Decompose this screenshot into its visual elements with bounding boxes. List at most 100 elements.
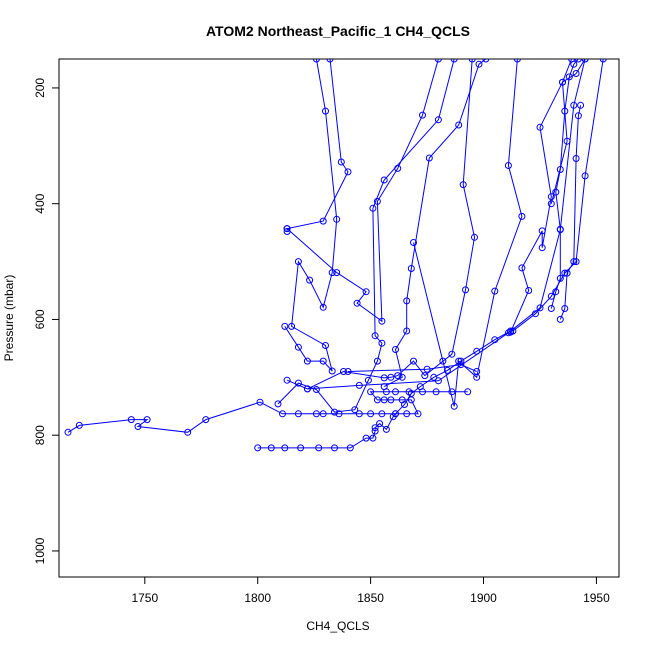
data-point	[331, 408, 338, 416]
y-axis-label: Pressure (mbar)	[2, 275, 16, 362]
series-line	[277, 59, 455, 413]
data-point	[572, 70, 580, 77]
data-point	[333, 215, 341, 223]
data-point	[599, 59, 607, 63]
data-point	[443, 366, 451, 374]
series-13	[556, 101, 585, 323]
data-point	[504, 329, 512, 337]
data-point	[382, 425, 390, 433]
data-point	[319, 303, 327, 311]
data-point	[392, 346, 399, 353]
data-point	[281, 322, 289, 330]
series-5	[283, 59, 442, 325]
data-point	[423, 365, 431, 373]
data-point	[373, 197, 381, 205]
series-line	[510, 59, 573, 333]
x-tick-label: 1800	[244, 591, 271, 605]
data-point	[355, 410, 363, 418]
data-point	[407, 390, 415, 397]
data-point	[565, 73, 573, 81]
data-point	[434, 116, 442, 124]
data-point	[267, 444, 275, 452]
series-6	[274, 59, 458, 416]
data-point	[371, 424, 379, 432]
data-point	[401, 401, 408, 408]
data-point	[556, 315, 564, 323]
data-point	[518, 212, 526, 220]
data-point	[414, 410, 422, 418]
data-point	[556, 274, 564, 282]
series-line	[67, 391, 468, 433]
data-point	[344, 168, 352, 176]
data-point	[448, 350, 456, 358]
data-point	[547, 200, 555, 208]
data-point	[536, 123, 544, 131]
series-15	[344, 361, 481, 375]
data-point	[373, 357, 381, 365]
y-tick-label: 1000	[33, 537, 47, 564]
data-point	[468, 59, 476, 63]
data-point	[425, 154, 433, 162]
data-point	[398, 373, 406, 381]
data-point	[202, 416, 210, 424]
series-1	[64, 388, 472, 436]
data-point	[353, 299, 361, 307]
data-point	[392, 410, 399, 418]
data-point	[577, 101, 585, 109]
data-point	[513, 59, 521, 63]
data-point	[294, 410, 302, 418]
data-point	[581, 59, 589, 63]
data-point	[455, 357, 463, 365]
data-point	[362, 434, 370, 442]
data-point	[450, 402, 458, 410]
data-point	[547, 305, 555, 312]
data-point	[143, 416, 151, 424]
data-point	[457, 361, 465, 369]
data-point	[572, 155, 580, 162]
series-line	[286, 59, 476, 390]
x-tick-label: 1750	[131, 591, 158, 605]
data-point	[410, 239, 417, 246]
data-point	[364, 376, 372, 384]
series-layer	[64, 59, 607, 452]
data-point	[387, 373, 395, 381]
data-point	[432, 388, 440, 396]
y-tick-label: 400	[33, 193, 47, 213]
data-point	[312, 59, 320, 63]
data-point	[416, 383, 424, 391]
y-tick-label: 600	[33, 309, 47, 329]
data-point	[328, 269, 336, 277]
data-point	[351, 406, 359, 414]
data-point	[319, 217, 327, 225]
data-point	[403, 410, 411, 418]
data-point	[362, 288, 370, 296]
data-point	[322, 107, 329, 115]
data-point	[254, 444, 262, 452]
data-point	[367, 388, 375, 396]
data-point	[367, 410, 375, 418]
plot-frame	[58, 58, 620, 578]
data-point	[504, 162, 512, 169]
data-point	[369, 434, 377, 442]
data-point	[387, 396, 395, 404]
series-line	[559, 105, 582, 320]
x-axis: 1750 1800 1850 1900 1950	[131, 577, 610, 605]
data-point	[294, 379, 302, 387]
series-line	[257, 59, 604, 449]
data-point	[574, 112, 582, 120]
data-point	[75, 421, 83, 429]
data-point	[279, 410, 286, 418]
data-point	[556, 226, 564, 234]
data-point	[471, 233, 478, 241]
data-point	[561, 269, 569, 277]
data-point	[561, 305, 569, 312]
y-tick-label: 200	[33, 78, 47, 98]
data-point	[326, 59, 334, 63]
data-point	[378, 339, 386, 347]
series-7	[283, 59, 478, 393]
data-point	[64, 428, 72, 436]
data-point	[392, 388, 399, 396]
data-point	[380, 396, 388, 404]
data-point	[559, 78, 566, 86]
